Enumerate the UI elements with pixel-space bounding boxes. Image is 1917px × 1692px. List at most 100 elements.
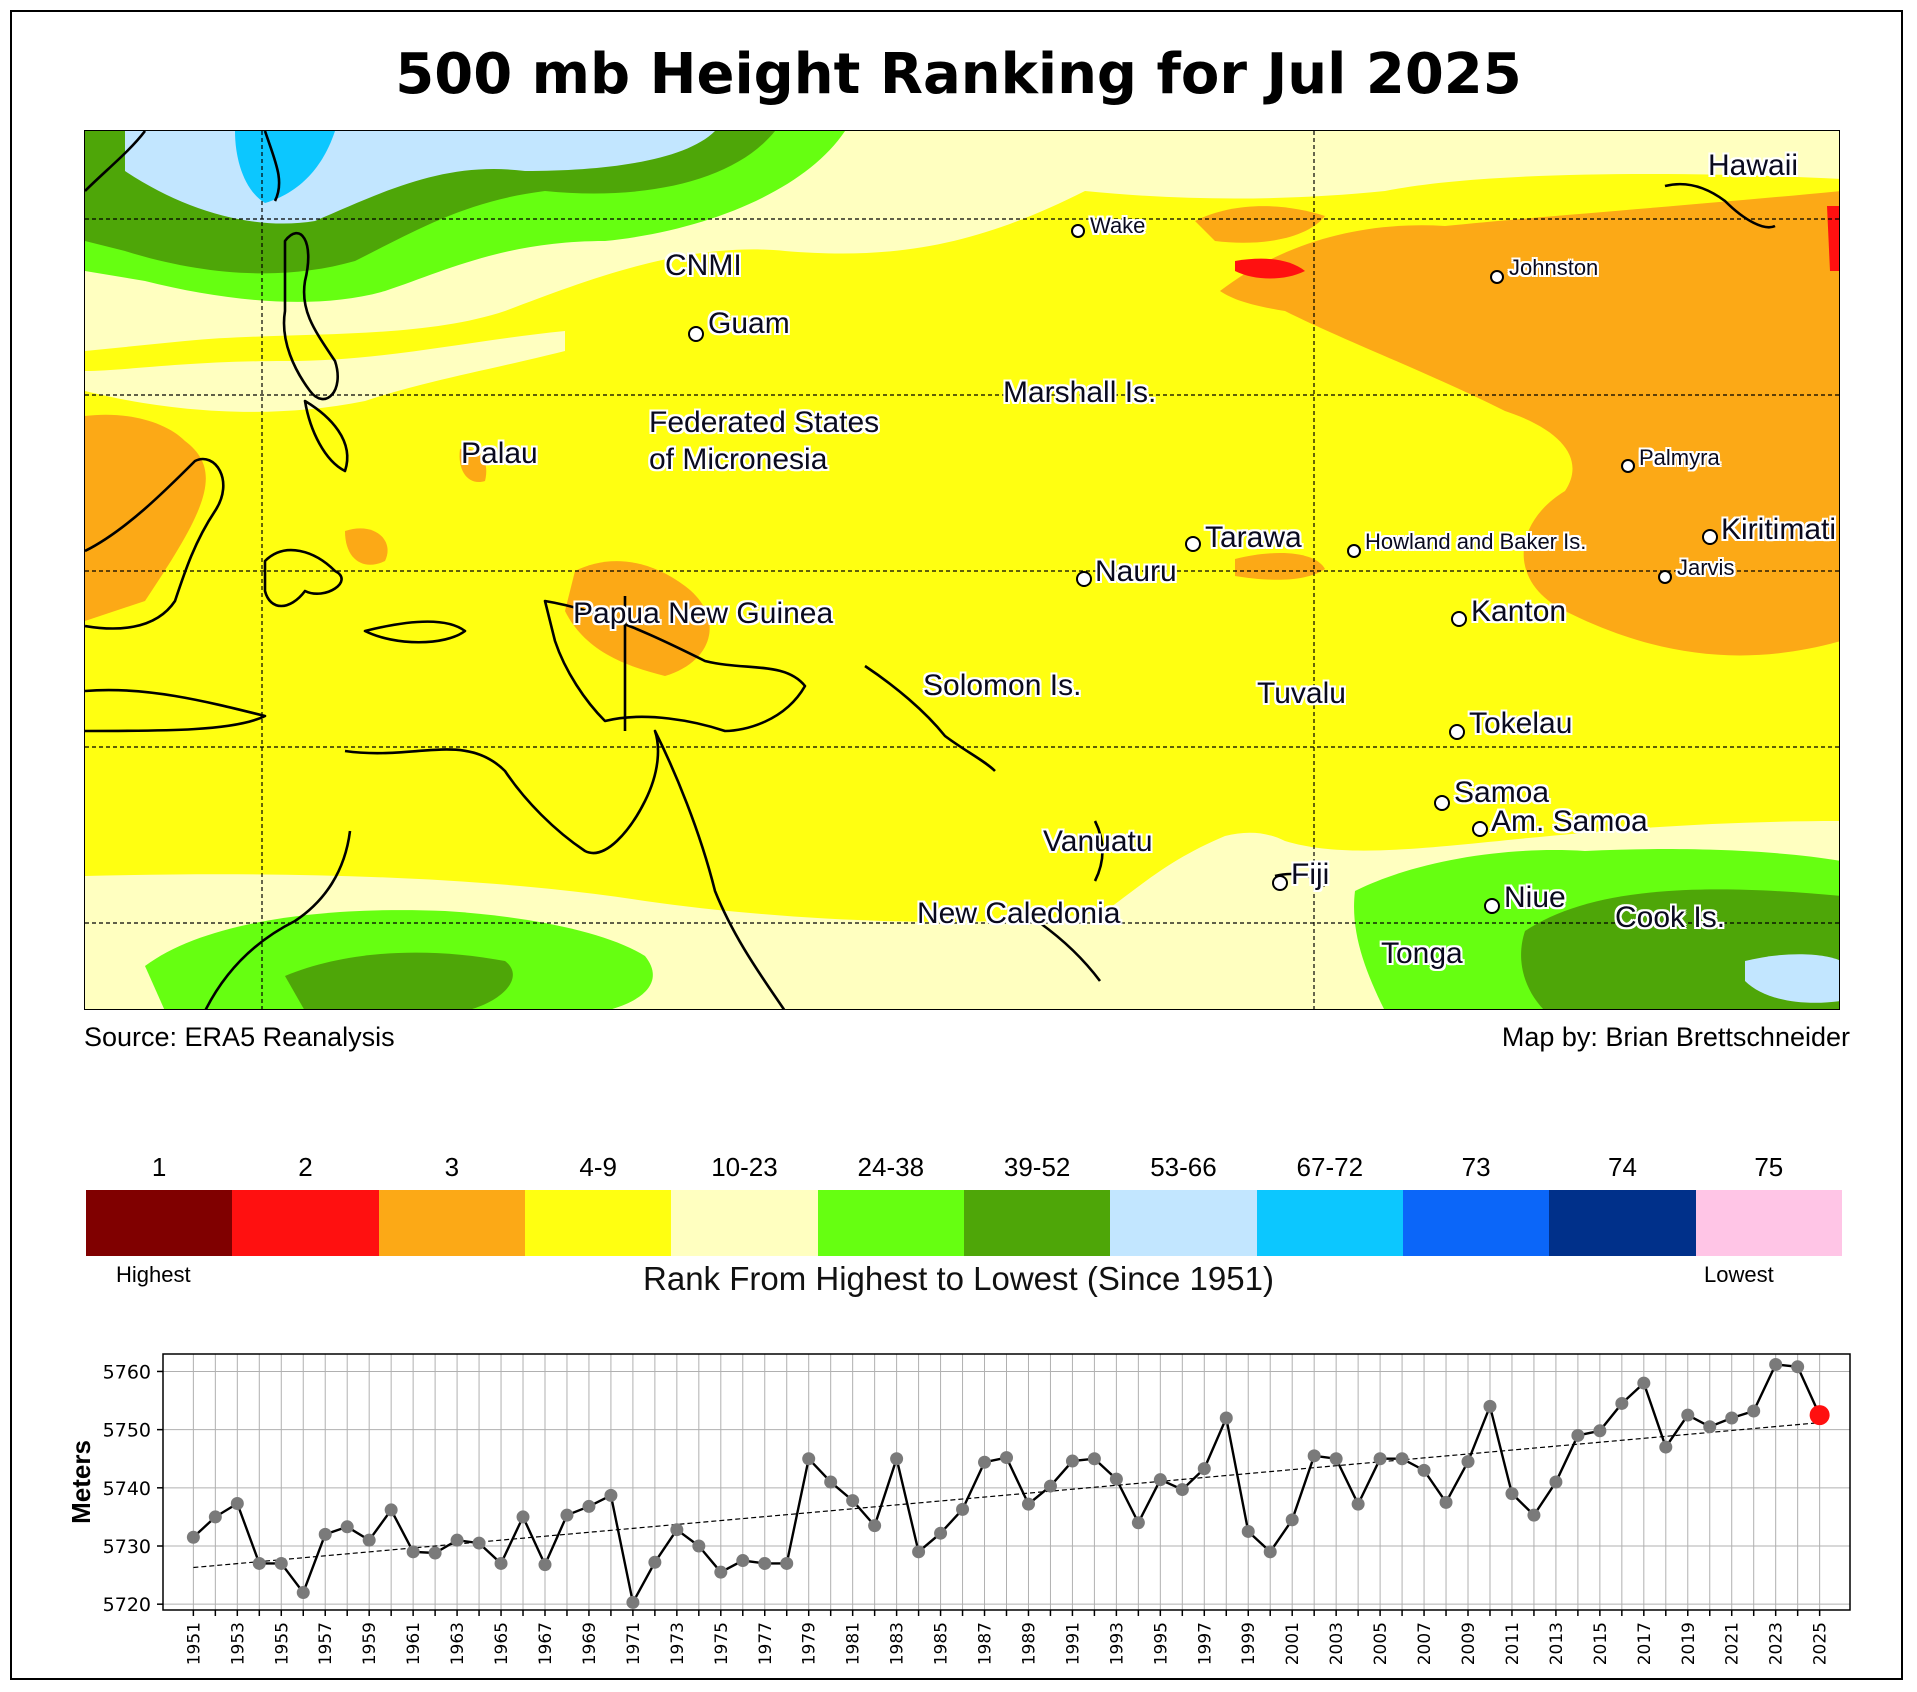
data-point-1969 [582,1499,596,1513]
marker-samoa [1434,795,1450,811]
label-cook: Cook Is. [1615,901,1726,934]
data-point-1968 [560,1508,574,1522]
data-point-1989 [1021,1497,1035,1511]
data-point-1986 [956,1502,970,1516]
rank-field-39-52-south [285,952,513,1009]
coast-australia-north [344,729,786,1009]
legend-tick-11: 75 [1754,1152,1784,1182]
label-niue: Niue [1504,881,1566,914]
data-point-2010 [1483,1399,1497,1413]
ytick-label-5720: 5720 [103,1594,151,1616]
rank-field-3-west [85,414,206,621]
legend-swatch-10 [1549,1190,1696,1256]
location-markers [688,224,1718,914]
xtick-label-1957: 1957 [316,1622,336,1665]
data-point-2015 [1593,1424,1607,1438]
data-point-1954 [252,1556,266,1570]
data-point-1997 [1197,1462,1211,1476]
data-point-1971 [626,1595,640,1609]
ytick-label-5750: 5750 [103,1420,151,1442]
legend-tick-8: 67-72 [1296,1152,1364,1182]
legend-tick-5: 24-38 [857,1152,925,1182]
xtick-label-2007: 2007 [1415,1622,1435,1665]
label-palmyra: Palmyra [1639,445,1720,470]
coast-java [85,688,267,733]
label-new-caledonia: New Caledonia [917,897,1121,930]
rank-field-53-66-sw-pac [1745,954,1839,1003]
data-point-1975 [714,1565,728,1579]
rank-map-canvas [85,131,1839,1009]
xtick-label-1985: 1985 [932,1622,952,1665]
label-png: Papua New Guinea [573,597,834,630]
data-point-2013 [1549,1475,1563,1489]
xtick-label-2009: 2009 [1459,1622,1479,1665]
legend-title: Rank From Highest to Lowest (Since 1951) [643,1260,1274,1297]
timeseries-chart: 5720 5730 5740 5750 5760 1951 1953 1955 1957 1959… [66,1353,1851,1665]
source-credit: Source: ERA5 Reanalysis [84,1022,395,1052]
xtick-label-1993: 1993 [1107,1622,1127,1665]
coast-mindanao [303,399,349,473]
xtick-label-1989: 1989 [1019,1622,1039,1665]
data-point-2005 [1373,1452,1387,1466]
data-point-1960 [384,1503,398,1517]
marker-wake [1071,224,1085,238]
data-point-1987 [978,1455,992,1469]
data-point-1966 [516,1510,530,1524]
xtick-label-1953: 1953 [228,1622,248,1665]
data-point-1996 [1175,1483,1189,1497]
marker-tokelau [1449,724,1465,740]
data-point-1977 [758,1556,772,1570]
label-tonga: Tonga [1381,937,1463,970]
ytick-label-5740: 5740 [103,1478,151,1500]
data-point-2006 [1395,1452,1409,1466]
legend-tick-4: 10-23 [711,1152,778,1182]
data-point-2003 [1329,1452,1343,1466]
data-point-1985 [934,1526,948,1540]
rank-field-67-72-north [235,131,335,203]
xtick-label-2019: 2019 [1679,1622,1699,1665]
figure-frame [10,10,1903,1680]
data-point-1957 [318,1527,332,1541]
xtick-label-1951: 1951 [184,1622,204,1665]
xtick-label-2017: 2017 [1635,1622,1655,1665]
marker-am-samoa [1472,821,1488,837]
legend-swatch-8 [1256,1190,1403,1256]
data-point-1972 [648,1555,662,1569]
xtick-label-2011: 2011 [1503,1622,1523,1665]
data-point-2007 [1417,1463,1431,1477]
label-palau: Palau [461,437,538,470]
data-point-2021 [1725,1411,1739,1425]
coast-australia-west [204,830,352,1009]
data-point-2017 [1637,1376,1651,1390]
legend-swatch-11 [1695,1190,1842,1256]
xtick-label-1977: 1977 [756,1622,776,1665]
legend-tick-3: 4-9 [579,1152,617,1182]
label-kiritimati: Kiritimati [1721,513,1837,546]
legend-tick-7: 53-66 [1150,1152,1217,1182]
data-point-2019 [1681,1408,1695,1422]
data-point-1998 [1219,1411,1233,1425]
data-point-2001 [1285,1513,1299,1527]
data-point-1993 [1109,1472,1123,1486]
label-fsm-line2: of Micronesia [649,443,828,476]
coastlines [85,131,1776,1009]
marker-howland [1347,544,1361,558]
legend-swatch-6 [963,1190,1111,1256]
data-point-2009 [1461,1455,1475,1469]
legend-tick-6: 39-52 [1003,1152,1071,1182]
data-point-1983 [890,1452,904,1466]
xtick-label-2001: 2001 [1283,1622,1303,1665]
legend-colorbar [86,1190,1842,1256]
xtick-label-2013: 2013 [1547,1622,1567,1665]
xtick-label-1975: 1975 [712,1622,732,1665]
data-point-1991 [1065,1454,1079,1468]
data-point-1980 [824,1475,838,1489]
label-tokelau: Tokelau [1469,707,1573,740]
xtick-label-1991: 1991 [1063,1622,1083,1665]
xtick-label-2015: 2015 [1591,1622,1611,1665]
label-marshall: Marshall Is. [1003,376,1157,409]
coast-taiwan [263,131,281,202]
data-point-latest [1809,1405,1830,1426]
ytick-label-5730: 5730 [103,1536,151,1558]
xtick-label-1967: 1967 [536,1622,556,1665]
